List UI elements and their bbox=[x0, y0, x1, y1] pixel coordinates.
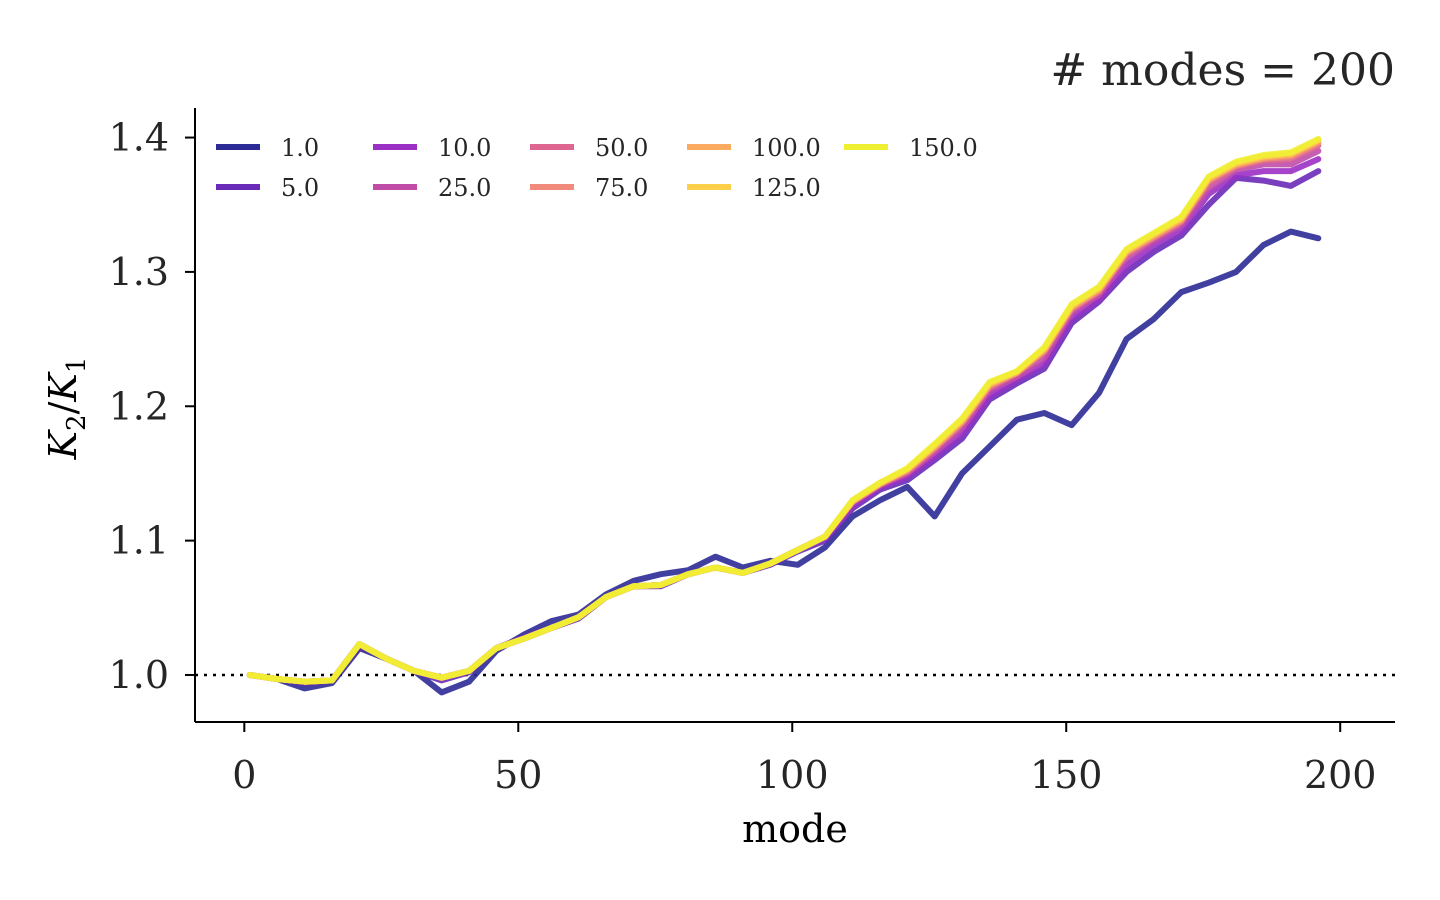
y-axis-label: K2/K1 bbox=[41, 357, 92, 461]
x-tick-label: 50 bbox=[494, 753, 542, 797]
y-label-k2: K bbox=[41, 428, 85, 460]
legend-label: 10.0 bbox=[438, 134, 491, 162]
series-line bbox=[246, 135, 1322, 685]
y-tick-label: 1.2 bbox=[109, 384, 169, 428]
x-tick-label: 150 bbox=[1030, 753, 1103, 797]
y-label-sub2: 2 bbox=[62, 414, 92, 431]
y-label-k1: K bbox=[41, 371, 85, 403]
y-tick-label: 1.0 bbox=[109, 653, 169, 697]
y-tick-label: 1.3 bbox=[109, 250, 169, 294]
legend-label: 75.0 bbox=[595, 174, 648, 202]
legend-label: 50.0 bbox=[595, 134, 648, 162]
legend-label: 125.0 bbox=[752, 174, 821, 202]
x-axis-label: mode bbox=[742, 807, 848, 851]
y-axis-ticks: 1.0 1.1 1.2 1.3 1.4 bbox=[109, 116, 195, 697]
y-label-sub1: 1 bbox=[62, 357, 92, 374]
legend-label: 25.0 bbox=[438, 174, 491, 202]
series-line bbox=[246, 142, 1322, 685]
series-group bbox=[246, 135, 1322, 696]
series-line bbox=[246, 138, 1322, 685]
series-line bbox=[246, 228, 1322, 696]
y-tick-label: 1.4 bbox=[109, 116, 169, 160]
series-line bbox=[246, 139, 1322, 685]
legend-label: 5.0 bbox=[281, 174, 319, 202]
legend-label: 150.0 bbox=[909, 134, 978, 162]
chart-title: # modes = 200 bbox=[1050, 45, 1395, 96]
series-line bbox=[246, 168, 1322, 686]
x-tick-label: 100 bbox=[756, 753, 829, 797]
legend-label: 100.0 bbox=[752, 134, 821, 162]
series-line bbox=[246, 137, 1322, 685]
legend-label: 1.0 bbox=[281, 134, 319, 162]
legend: 1.0 5.0 10.0 25.0 50.0 75.0 100.0 125.0 150.0 bbox=[216, 134, 978, 202]
x-axis-ticks: 0 50 100 150 200 bbox=[232, 722, 1376, 797]
y-tick-label: 1.1 bbox=[109, 519, 169, 563]
x-tick-label: 200 bbox=[1304, 753, 1377, 797]
x-tick-label: 0 bbox=[232, 753, 256, 797]
y-label-slash: / bbox=[41, 401, 85, 414]
plot-area bbox=[195, 135, 1395, 696]
